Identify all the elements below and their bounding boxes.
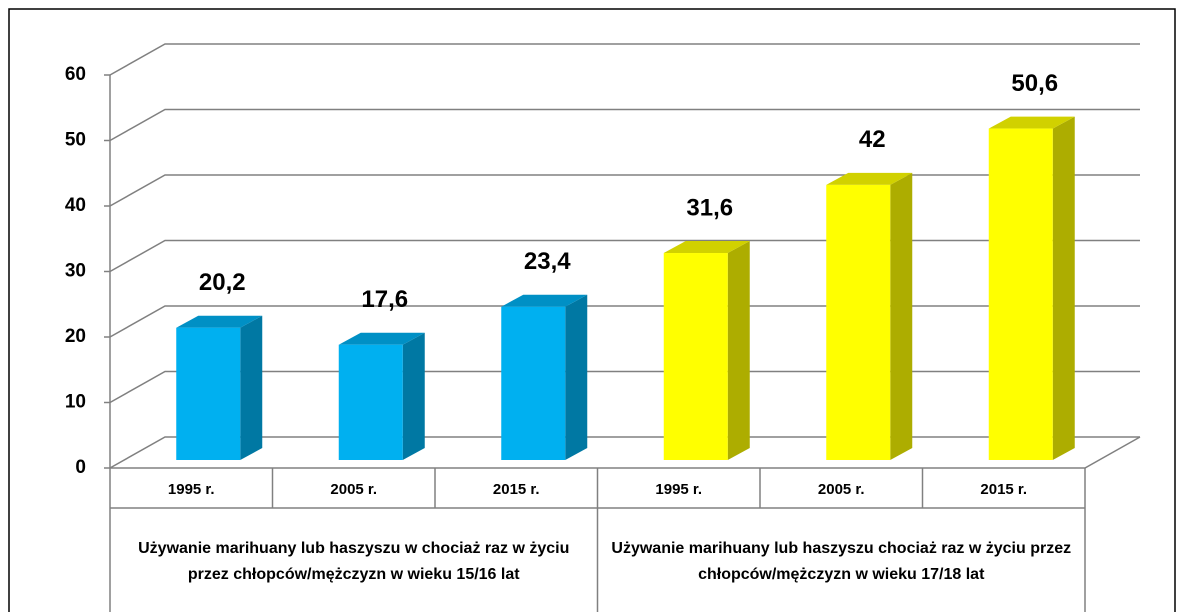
y-tick-label: 30 bbox=[65, 261, 86, 282]
y-tick-label: 40 bbox=[65, 195, 86, 216]
bar bbox=[988, 128, 1053, 460]
bar bbox=[663, 253, 728, 460]
bar-top bbox=[176, 315, 263, 328]
x-tick-label: 1995 r. bbox=[168, 481, 215, 498]
bar-top bbox=[501, 294, 588, 307]
grid-line bbox=[109, 174, 1140, 207]
bar-side bbox=[240, 315, 263, 460]
x-tick-label: 2015 r. bbox=[493, 481, 540, 498]
data-label: 42 bbox=[859, 126, 886, 153]
y-tick-label: 20 bbox=[65, 326, 86, 347]
bar-side bbox=[565, 294, 588, 460]
bar-side bbox=[1052, 116, 1075, 460]
data-label: 17,6 bbox=[361, 286, 408, 313]
data-label: 31,6 bbox=[686, 194, 733, 221]
bar bbox=[338, 344, 403, 460]
grid-line bbox=[109, 305, 1140, 338]
bar bbox=[826, 184, 891, 460]
data-label: 50,6 bbox=[1011, 70, 1058, 97]
y-tick-label: 10 bbox=[65, 392, 86, 413]
bar-top bbox=[338, 332, 425, 345]
group-label: Używanie marihuany lub haszyszu chociaż … bbox=[611, 540, 1072, 583]
data-label: 23,4 bbox=[524, 248, 571, 275]
y-tick-label: 60 bbox=[65, 64, 86, 85]
y-tick-label: 0 bbox=[75, 457, 86, 478]
y-tick-label: 50 bbox=[65, 130, 86, 151]
bar-side bbox=[727, 241, 750, 460]
group-label: Używanie marihuany lub haszyszu w chocia… bbox=[138, 540, 570, 583]
floor-edge bbox=[110, 436, 1141, 469]
grid-line bbox=[109, 370, 1140, 404]
bar-top bbox=[988, 116, 1075, 129]
bar-side bbox=[890, 172, 913, 460]
bar-top bbox=[663, 241, 750, 254]
x-tick-label: 2005 r. bbox=[818, 481, 865, 498]
bar-side bbox=[402, 332, 425, 460]
chart-frame bbox=[8, 8, 1176, 612]
grid-line bbox=[109, 43, 1140, 76]
x-tick-label: 2005 r. bbox=[330, 481, 377, 498]
grid-line bbox=[109, 108, 1140, 142]
bar bbox=[501, 306, 566, 460]
x-tick-label: 2015 r. bbox=[980, 481, 1027, 498]
x-tick-label: 1995 r. bbox=[655, 481, 702, 498]
grid-line bbox=[109, 436, 1140, 469]
data-label: 20,2 bbox=[199, 269, 246, 296]
grid-line bbox=[109, 239, 1140, 273]
bar-top bbox=[826, 172, 913, 185]
bar bbox=[176, 327, 241, 460]
